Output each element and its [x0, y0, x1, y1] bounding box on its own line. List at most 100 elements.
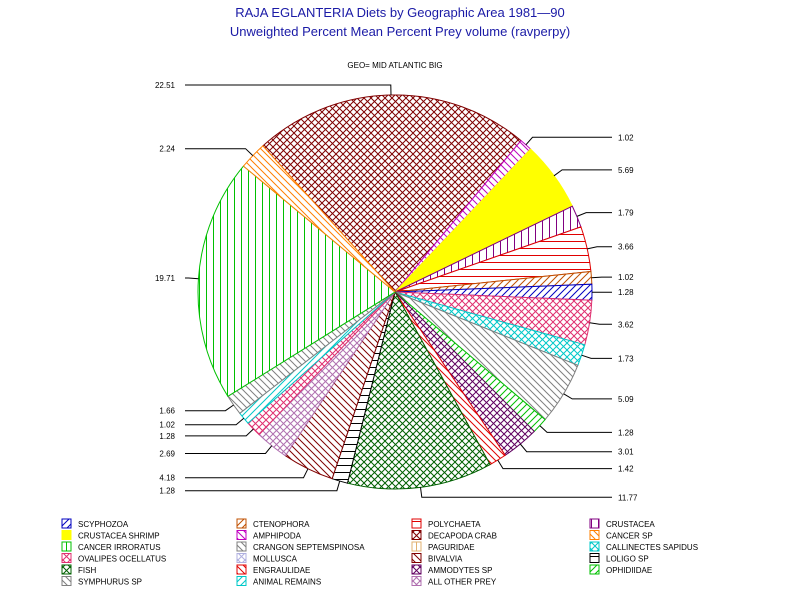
value-label: 1.02 [618, 273, 634, 282]
legend-label: FISH [78, 566, 96, 575]
value-label: 2.24 [159, 145, 175, 154]
legend-label: PAGURIDAE [428, 543, 475, 552]
legend-swatch [61, 541, 72, 552]
legend-label: CANCER SP [606, 532, 653, 541]
value-label: 2.69 [159, 450, 175, 459]
leader-line [581, 354, 612, 359]
legend-label: ALL OTHER PREY [428, 578, 497, 587]
legend-swatch [589, 541, 600, 552]
leader-line [525, 136, 612, 146]
value-label: 1.66 [159, 407, 175, 416]
value-label: 1.79 [618, 209, 634, 218]
legend-label: BIVALVIA [428, 555, 463, 564]
legend-item: CRANGON SEPTEMSPINOSA [236, 541, 365, 552]
legend-item: ENGRAULIDAE [236, 564, 310, 575]
value-label: 1.28 [159, 432, 175, 441]
legend-label: SCYPHOZOA [78, 520, 129, 529]
legend-item: ALL OTHER PREY [411, 576, 497, 587]
legend-label: OPHIDIIDAE [606, 566, 652, 575]
legend-item: DECAPODA CRAB [411, 530, 497, 541]
pie-slices [197, 94, 593, 490]
legend-label: POLYCHAETA [428, 520, 481, 529]
leader-line [185, 84, 392, 96]
legend-swatch [411, 553, 422, 563]
legend-swatch [589, 530, 600, 540]
legend-item: MOLLUSCA [236, 553, 298, 564]
legend-item: FISH [61, 564, 96, 575]
legend-swatch [61, 553, 72, 563]
value-label: 1.42 [618, 465, 634, 474]
legend-item: SYMPHURUS SP [61, 576, 142, 587]
legend-item: SCYPHOZOA [61, 518, 129, 529]
legend-item: AMMODYTES SP [411, 564, 492, 575]
leader-line [185, 404, 234, 412]
leader-line [589, 322, 612, 325]
legend-swatch [236, 553, 247, 563]
legend-label: CRANGON SEPTEMSPINOSA [253, 543, 365, 552]
leader-line [519, 443, 612, 453]
leader-line [539, 425, 612, 433]
legend-label: AMMODYTES SP [428, 566, 492, 575]
legend-swatch [61, 564, 72, 575]
legend-label: SYMPHURUS SP [78, 578, 142, 587]
legend-swatch [236, 530, 247, 540]
legend-swatch [61, 576, 72, 586]
legend-swatch [589, 564, 600, 575]
legend-label: AMPHIPODA [253, 532, 302, 541]
chart-subtitle: Unweighted Percent Mean Percent Prey vol… [230, 24, 570, 39]
value-label: 1.02 [159, 421, 175, 430]
value-label: 5.69 [618, 166, 634, 175]
legend-label: LOLIGO SP [606, 555, 649, 564]
legend-item: CTENOPHORA [236, 518, 310, 529]
legend-label: DECAPODA CRAB [428, 532, 497, 541]
legend-swatch [236, 564, 247, 575]
leader-line [553, 169, 612, 177]
value-labels: 22.51 1.02 5.69 1.79 3.66 1.02 1.28 3.62 1.73 5.0… [155, 81, 638, 502]
legend-item: OPHIDIIDAE [589, 564, 652, 575]
value-label: 1.02 [618, 133, 634, 142]
legend-swatch [589, 553, 600, 563]
legend-item: OVALIPES OCELLATUS [61, 553, 166, 564]
legend-swatch [589, 518, 600, 529]
legend-label: ANIMAL REMAINS [253, 578, 321, 587]
legend-item: BIVALVIA [411, 553, 463, 564]
legend-swatch [411, 564, 422, 575]
legend-swatch [411, 541, 422, 552]
group-label: GEO= MID ATLANTIC BIG [347, 61, 442, 70]
pie-slice-cancer-sp [242, 145, 396, 293]
legend-swatch [236, 541, 247, 552]
value-label: 11.77 [618, 493, 638, 502]
leader-line [420, 487, 612, 498]
legend-item: AMPHIPODA [236, 530, 302, 541]
legend-label: ENGRAULIDAE [253, 566, 310, 575]
legend-swatch [411, 576, 422, 586]
legend-item: CANCER SP [589, 530, 653, 541]
leader-line [576, 212, 612, 217]
legend-swatch [61, 530, 72, 540]
value-label: 3.66 [618, 243, 634, 252]
leader-lines [185, 84, 612, 498]
chart-title: RAJA EGLANTERIA Diets by Geographic Area… [235, 5, 565, 20]
legend-label: CALLINECTES SAPIDUS [606, 543, 698, 552]
legend-label: OVALIPES OCELLATUS [78, 555, 166, 564]
legend-label: CTENOPHORA [253, 520, 310, 529]
leader-line [185, 148, 254, 156]
value-label: 22.51 [155, 81, 176, 90]
leader-line [185, 428, 254, 437]
value-label: 1.28 [618, 288, 634, 297]
legend-swatch [411, 518, 422, 529]
leader-line [563, 393, 612, 400]
legend-swatch [411, 530, 422, 540]
legend-swatch [236, 518, 247, 529]
legend-label: CRUSTACEA SHRIMP [78, 532, 160, 541]
value-label: 1.28 [159, 487, 175, 496]
value-label: 19.71 [155, 274, 176, 283]
value-label: 5.09 [618, 395, 634, 404]
leader-line [185, 445, 273, 454]
legend-item: CRUSTACEA SHRIMP [61, 530, 160, 541]
legend: SCYPHOZOA CTENOPHORA POLYCHAETA CRUSTACEA CR… [61, 518, 698, 587]
leader-line [185, 417, 245, 426]
legend-item: POLYCHAETA [411, 518, 481, 529]
value-label: 1.28 [618, 428, 634, 437]
legend-item: ANIMAL REMAINS [236, 576, 321, 587]
